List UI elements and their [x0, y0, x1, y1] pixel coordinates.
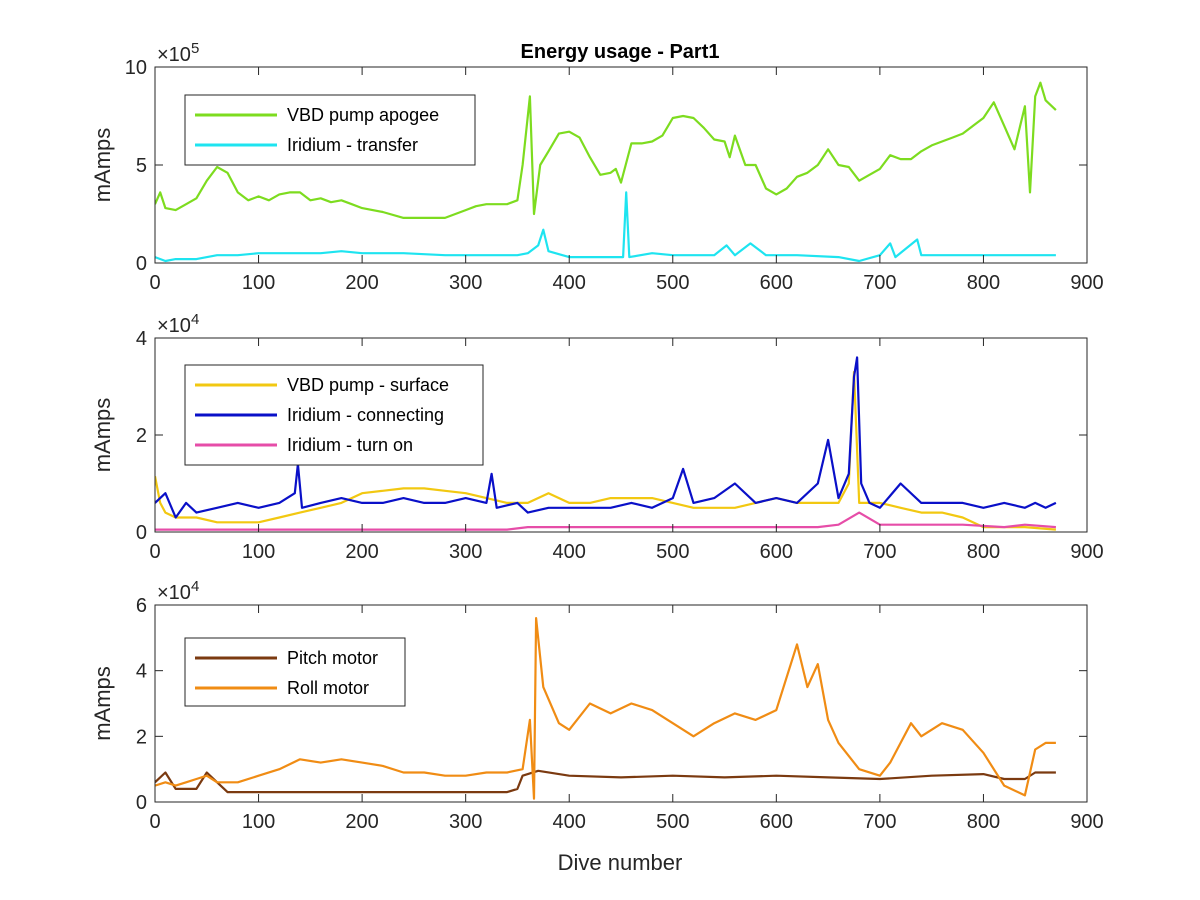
x-tick-label: 200: [345, 272, 378, 294]
panel-3: 0 100 200 300 400 500 600 700 800 900 0 2 4 6 ×104 mAmp…: [90, 578, 1104, 833]
x-tick-label: 800: [967, 541, 1000, 563]
series-line-iridium-turn-on: [155, 511, 1056, 531]
legend-label: VBD pump apogee: [287, 105, 439, 125]
axes-frame: [154, 604, 1088, 803]
panel-1: 0 100 200 300 400 500 600 700 800 900 0 5 10 ×105 mAmp…: [90, 40, 1104, 294]
x-tick-label: 100: [242, 272, 275, 294]
series-line-vbd-pump-apogee: [155, 81, 1057, 219]
y-axis-label: mAmps: [90, 128, 115, 203]
y-axis-label: mAmps: [90, 666, 115, 741]
x-tick-label: 600: [760, 272, 793, 294]
y-tick-label: 10: [125, 57, 147, 79]
y-tick-label: 5: [136, 155, 147, 177]
x-tick-label: 100: [242, 541, 275, 563]
legend-label: Roll motor: [287, 678, 369, 698]
x-tick-label: 0: [149, 811, 160, 833]
x-tick-label: 700: [863, 541, 896, 563]
x-tick-label: 700: [863, 272, 896, 294]
axis-multiplier: ×105: [157, 40, 199, 66]
x-tick-label: 200: [345, 811, 378, 833]
x-tick-label: 900: [1070, 272, 1103, 294]
y-axis-label: mAmps: [90, 398, 115, 473]
x-tick-label: 800: [967, 272, 1000, 294]
series-line-iridium-connecting: [155, 356, 1057, 519]
legend-box: [184, 637, 406, 707]
x-tick-label: 500: [656, 541, 689, 563]
x-tick-label: 900: [1070, 541, 1103, 563]
x-tick-label: 900: [1070, 811, 1103, 833]
legend-box: [184, 94, 476, 166]
legend-label: VBD pump - surface: [287, 375, 449, 395]
x-tick-label: 200: [345, 541, 378, 563]
axis-multiplier: ×104: [157, 311, 199, 337]
legend-label: Iridium - turn on: [287, 435, 413, 455]
series-line-roll-motor: [155, 617, 1056, 800]
x-tick-label: 300: [449, 811, 482, 833]
x-tick-label: 600: [760, 541, 793, 563]
y-tick-label: 0: [136, 792, 147, 814]
legend: Pitch motor Roll motor: [184, 637, 406, 707]
panels: 0 100 200 300 400 500 600 700 800 9000510×105mAmp…: [90, 40, 1104, 833]
legend-label: Iridium - connecting: [287, 405, 444, 425]
panel-2: 0 100 200 300 400 500 600 700 800 900 0 2 4 ×104 mAmps…: [90, 311, 1104, 563]
figure-title: Energy usage - Part1: [521, 41, 720, 63]
legend-label: Iridium - transfer: [287, 135, 418, 155]
x-tick-label: 100: [242, 811, 275, 833]
y-tick-label: 2: [136, 425, 147, 447]
legend: VBD pump apogee Iridium - transfer: [184, 94, 476, 166]
x-tick-label: 400: [553, 272, 586, 294]
y-tick-label: 4: [136, 661, 147, 683]
x-tick-label: 700: [863, 811, 896, 833]
y-tick-label: 4: [136, 328, 147, 350]
x-tick-label: 500: [656, 272, 689, 294]
x-tick-label: 600: [760, 811, 793, 833]
x-tick-label: 500: [656, 811, 689, 833]
axis-multiplier: ×104: [157, 578, 199, 604]
x-tick-label: 0: [149, 541, 160, 563]
y-tick-label: 0: [136, 253, 147, 275]
x-axis-label: Dive number: [558, 850, 683, 875]
x-tick-label: 300: [449, 541, 482, 563]
legend: VBD pump - surface Iridium - connecting Ir…: [184, 364, 484, 466]
y-tick-label: 2: [136, 726, 147, 748]
x-tick-label: 400: [553, 541, 586, 563]
x-tick-label: 400: [553, 811, 586, 833]
x-tick-label: 300: [449, 272, 482, 294]
x-tick-label: 800: [967, 811, 1000, 833]
y-tick-label: 0: [136, 522, 147, 544]
y-tick-label: 6: [136, 595, 147, 617]
x-tick-label: 0: [149, 272, 160, 294]
legend-label: Pitch motor: [287, 648, 378, 668]
